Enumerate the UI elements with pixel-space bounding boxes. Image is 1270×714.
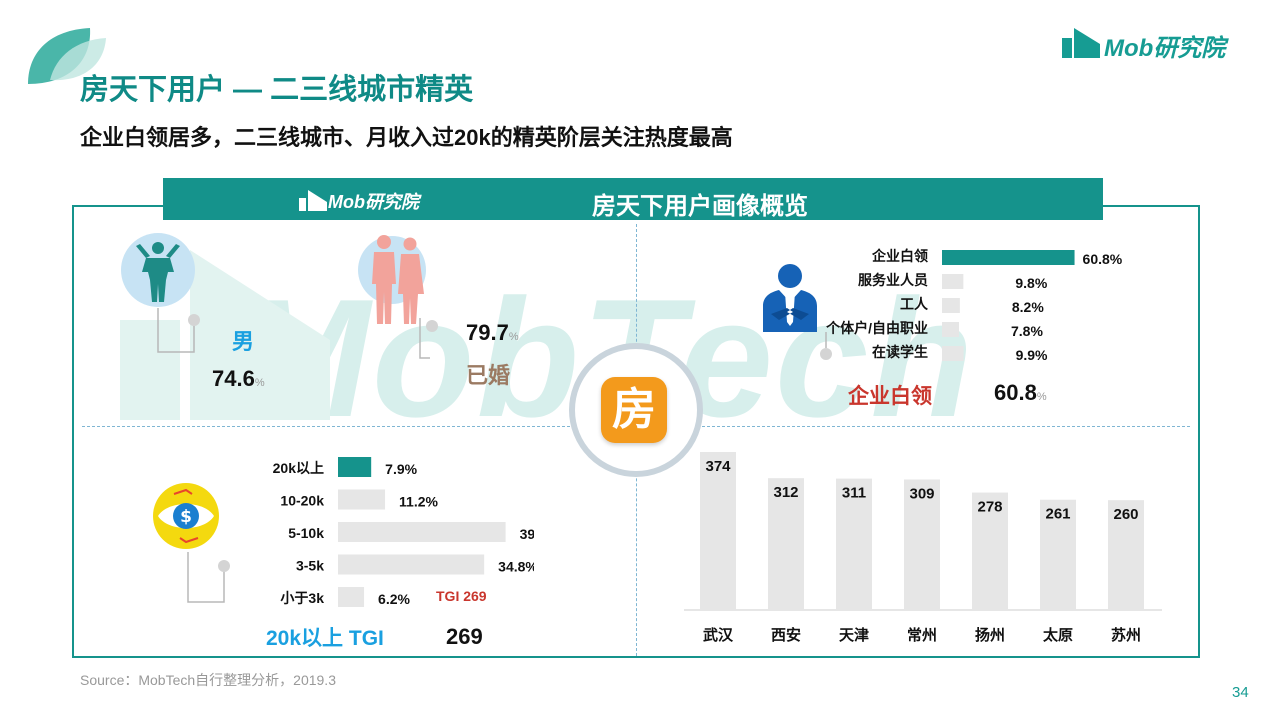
bar-category-label: 工人	[900, 296, 929, 312]
bar-value-label: 9.9%	[1016, 347, 1048, 363]
banner-logo: Mob研究院	[298, 186, 448, 214]
bar-value-label: 9.8%	[1015, 275, 1047, 291]
income-highlight-label: 20k以上 TGI	[266, 627, 384, 650]
bar-category-label: 在读学生	[872, 344, 928, 360]
occupation-highlight-label: 企业白领	[848, 385, 932, 408]
gender-unit: %	[254, 377, 265, 389]
column-value-label: 309	[909, 485, 934, 502]
gender-value: 74.6	[212, 366, 255, 391]
businessman-icon	[763, 264, 817, 332]
city-tick-label: 苏州	[1111, 626, 1141, 644]
marital-unit: %	[508, 331, 519, 343]
occupation-highlight-value: 60.8	[994, 380, 1037, 405]
city-column-chart: 374 武汉 312 西安 311 天津 309 常州 278 扬州 261 太原 260 苏州	[684, 452, 1162, 644]
bar-category-label: 小于3k	[280, 590, 324, 606]
bar-category-label: 3-5k	[296, 558, 324, 574]
column-value-label: 260	[1113, 506, 1138, 523]
logo-text: Mob研究院	[1104, 35, 1226, 62]
column-mark	[1040, 499, 1076, 610]
couple-figure-icon	[358, 235, 426, 324]
watermark-logo-icon	[120, 250, 330, 420]
occupation-highlight-wrap: 60.8%	[994, 380, 1047, 406]
gender-value-wrap: 74.6%	[212, 366, 265, 392]
marital-value-wrap: 79.7%	[466, 320, 519, 346]
income-highlight-value: 269	[446, 624, 483, 649]
page-number: 34	[1232, 684, 1249, 701]
column-value-label: 374	[705, 458, 731, 475]
bar-category-label: 服务业人员	[858, 272, 928, 288]
bar-category-label: 10-20k	[280, 493, 324, 509]
column-mark	[700, 452, 736, 610]
bar-mark	[338, 489, 386, 510]
column-mark	[836, 478, 872, 610]
city-tick-label: 太原	[1043, 626, 1073, 644]
city-tick-label: 天津	[839, 626, 869, 644]
income-tgi-note: TGI 269	[436, 588, 487, 604]
bar-value-label: 11.2%	[399, 494, 438, 510]
bar-value-label: 7.8%	[1011, 323, 1043, 339]
column-mark	[904, 479, 940, 610]
logo-mark-icon	[1062, 28, 1100, 58]
bar-mark	[942, 322, 960, 337]
page-subtitle: 企业白领居多，二三线城市、月收入过20k的精英阶层关注热度最高	[80, 125, 733, 150]
bar-value-label: 60.8%	[1083, 251, 1123, 267]
city-tick-label: 武汉	[703, 626, 734, 644]
bar-value-label: 34.8%	[498, 559, 534, 575]
bar-mark	[942, 274, 964, 289]
money-eye-icon: $	[153, 483, 219, 549]
banner-title: 房天下用户画像概览	[592, 193, 808, 220]
bar-value-label: 7.9%	[385, 461, 417, 477]
male-figure-icon	[121, 233, 195, 307]
bar-category-label: 企业白领	[871, 248, 928, 264]
bar-mark	[942, 346, 964, 361]
bar-mark	[338, 587, 365, 607]
page-title: 房天下用户 — 二三线城市精英	[80, 74, 474, 106]
bar-mark	[942, 250, 1075, 265]
banner-logo-mark-icon	[299, 190, 327, 211]
gender-label: 男	[232, 329, 255, 354]
banner-logo-text: Mob研究院	[328, 192, 419, 212]
decorative-leaf-icon	[28, 28, 106, 84]
occupation-highlight-unit: %	[1036, 391, 1047, 403]
marital-connector	[419, 318, 438, 359]
source-note: Source：MobTech自行整理分析，2019.3	[80, 672, 336, 688]
bar-mark	[338, 522, 506, 542]
fang-app-icon: 房	[601, 377, 667, 443]
marital-label: 已婚	[466, 363, 511, 388]
column-value-label: 278	[977, 499, 1002, 516]
bar-category-label: 5-10k	[288, 525, 324, 541]
fang-app-icon-char: 房	[612, 385, 656, 434]
svg-text:$: $	[180, 507, 192, 527]
bar-category-label: 20k以上	[273, 460, 324, 476]
city-tick-label: 西安	[771, 626, 801, 644]
bar-value-label: 6.2%	[378, 591, 410, 607]
bar-value-label: 39.9%	[520, 526, 534, 542]
column-value-label: 311	[842, 485, 866, 502]
bar-category-label: 个体户/自由职业	[825, 320, 928, 336]
bar-value-label: 8.2%	[1012, 299, 1044, 315]
column-mark	[972, 492, 1008, 610]
bar-mark	[942, 298, 960, 313]
column-mark	[1108, 500, 1144, 610]
income-connector	[187, 552, 230, 603]
gender-connector	[157, 308, 200, 353]
bar-mark	[338, 554, 485, 575]
city-tick-label: 扬州	[975, 626, 1005, 644]
occupation-connector	[820, 332, 832, 360]
column-value-label: 261	[1045, 506, 1070, 523]
column-value-label: 312	[773, 484, 798, 501]
bar-mark	[338, 457, 372, 477]
city-tick-label: 常州	[907, 626, 937, 644]
column-mark	[768, 478, 804, 610]
income-bar-chart: 20k以上 7.9% 10-20k 11.2% 5-10k 39.9% 3-5k 34.8% 小…	[273, 457, 534, 607]
occupation-bar-chart: 企业白领 60.8% 服务业人员 9.8% 工人 8.2% 个体户/自由职业 7.8% 在读学生…	[825, 248, 1123, 363]
brand-logo: Mob研究院	[1060, 22, 1250, 62]
marital-value: 79.7	[466, 320, 509, 345]
